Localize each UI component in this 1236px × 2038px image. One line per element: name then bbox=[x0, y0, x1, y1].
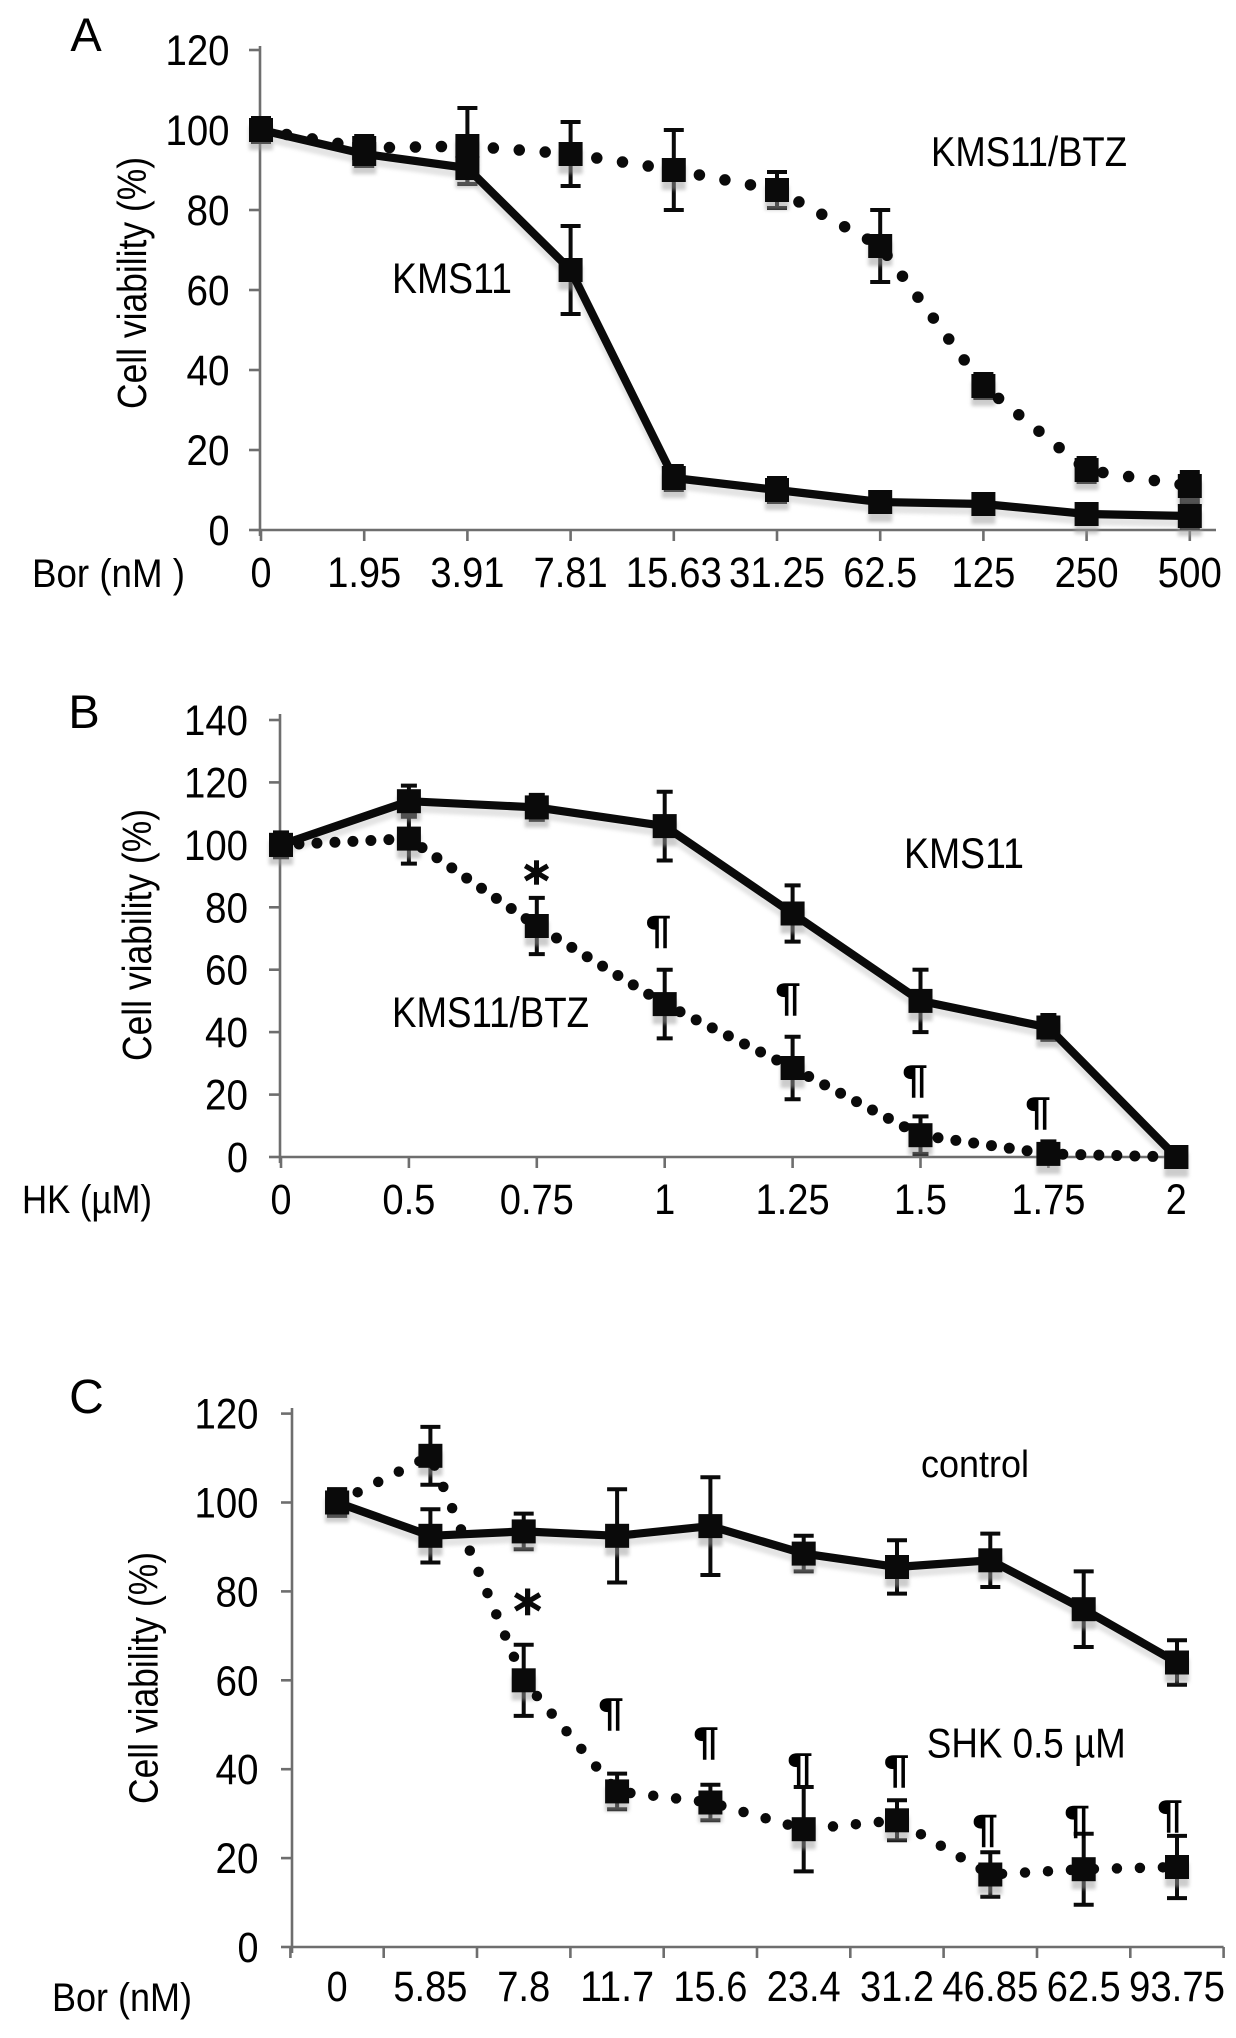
svg-text:15.6: 15.6 bbox=[673, 1963, 747, 2011]
svg-text:SHK 0.5 µM: SHK 0.5 µM bbox=[927, 1720, 1126, 1767]
svg-text:120: 120 bbox=[184, 759, 248, 807]
svg-text:¶: ¶ bbox=[598, 1691, 624, 1735]
svg-text:5.85: 5.85 bbox=[393, 1963, 467, 2011]
svg-text:62.5: 62.5 bbox=[843, 549, 917, 597]
svg-text:2: 2 bbox=[1166, 1176, 1187, 1224]
svg-text:31.2: 31.2 bbox=[860, 1963, 934, 2011]
svg-text:31.25: 31.25 bbox=[729, 549, 825, 597]
svg-text:¶: ¶ bbox=[693, 1720, 719, 1764]
svg-text:1.75: 1.75 bbox=[1011, 1176, 1085, 1224]
svg-text:23.4: 23.4 bbox=[767, 1963, 841, 2011]
svg-text:¶: ¶ bbox=[902, 1058, 928, 1102]
svg-text:100: 100 bbox=[166, 107, 230, 155]
svg-text:250: 250 bbox=[1055, 549, 1119, 597]
svg-text:7.81: 7.81 bbox=[534, 549, 608, 597]
svg-text:125: 125 bbox=[951, 549, 1015, 597]
svg-text:KMS11: KMS11 bbox=[904, 830, 1024, 878]
svg-text:100: 100 bbox=[184, 822, 248, 870]
svg-text:Bor (nM ): Bor (nM ) bbox=[32, 552, 185, 596]
svg-text:20: 20 bbox=[216, 1835, 259, 1883]
svg-text:0: 0 bbox=[251, 549, 272, 597]
svg-text:40: 40 bbox=[216, 1746, 259, 1794]
svg-text:62.5: 62.5 bbox=[1047, 1963, 1121, 2011]
svg-text:¶: ¶ bbox=[1064, 1798, 1090, 1842]
svg-text:HK (µM): HK (µM) bbox=[22, 1178, 152, 1222]
svg-text:C: C bbox=[69, 1371, 104, 1424]
svg-text:60: 60 bbox=[205, 947, 248, 995]
svg-text:93.75: 93.75 bbox=[1129, 1963, 1225, 2011]
svg-text:Cell viability (%): Cell viability (%) bbox=[114, 809, 160, 1061]
svg-text:500: 500 bbox=[1158, 549, 1222, 597]
svg-text:0: 0 bbox=[238, 1924, 259, 1972]
svg-text:¶: ¶ bbox=[645, 908, 671, 952]
svg-text:0: 0 bbox=[271, 1176, 292, 1224]
svg-text:100: 100 bbox=[195, 1480, 259, 1528]
svg-text:20: 20 bbox=[205, 1072, 248, 1120]
svg-text:1.25: 1.25 bbox=[756, 1176, 830, 1224]
svg-text:¶: ¶ bbox=[787, 1746, 813, 1790]
svg-text:KMS11: KMS11 bbox=[392, 255, 512, 303]
svg-text:60: 60 bbox=[187, 267, 230, 315]
svg-text:Bor (nM): Bor (nM) bbox=[52, 1976, 192, 2020]
svg-text:15.63: 15.63 bbox=[626, 549, 722, 597]
svg-text:¶: ¶ bbox=[972, 1807, 998, 1851]
svg-text:7.8: 7.8 bbox=[497, 1963, 550, 2011]
svg-text:¶: ¶ bbox=[884, 1748, 910, 1792]
svg-text:KMS11/BTZ: KMS11/BTZ bbox=[931, 128, 1127, 175]
svg-text:1.95: 1.95 bbox=[327, 549, 401, 597]
svg-text:0.75: 0.75 bbox=[500, 1176, 574, 1224]
svg-text:120: 120 bbox=[195, 1391, 259, 1439]
svg-text:KMS11/BTZ: KMS11/BTZ bbox=[392, 989, 589, 1037]
svg-text:0: 0 bbox=[227, 1134, 248, 1182]
svg-text:Cell viability (%): Cell viability (%) bbox=[121, 1552, 167, 1804]
svg-text:0.5: 0.5 bbox=[382, 1176, 435, 1224]
svg-text:80: 80 bbox=[216, 1568, 259, 1616]
svg-text:¶: ¶ bbox=[1025, 1090, 1051, 1134]
svg-text:40: 40 bbox=[205, 1009, 248, 1057]
svg-text:¶: ¶ bbox=[1157, 1793, 1183, 1837]
svg-text:40: 40 bbox=[187, 347, 230, 395]
svg-text:Cell viability (%): Cell viability (%) bbox=[109, 157, 155, 409]
svg-text:80: 80 bbox=[187, 187, 230, 235]
svg-text:0: 0 bbox=[327, 1963, 348, 2011]
svg-text:20: 20 bbox=[187, 427, 230, 475]
svg-text:1.5: 1.5 bbox=[894, 1176, 947, 1224]
svg-text:3.91: 3.91 bbox=[430, 549, 504, 597]
svg-text:A: A bbox=[70, 8, 102, 61]
svg-text:46.85: 46.85 bbox=[942, 1963, 1038, 2011]
svg-text:11.7: 11.7 bbox=[580, 1963, 654, 2011]
svg-text:0: 0 bbox=[209, 507, 230, 555]
svg-text:¶: ¶ bbox=[775, 976, 801, 1020]
svg-text:60: 60 bbox=[216, 1657, 259, 1705]
svg-text:B: B bbox=[68, 685, 99, 738]
svg-text:80: 80 bbox=[205, 884, 248, 932]
svg-text:1: 1 bbox=[654, 1176, 675, 1224]
svg-text:140: 140 bbox=[184, 697, 248, 745]
svg-text:120: 120 bbox=[166, 27, 230, 75]
svg-text:control: control bbox=[921, 1444, 1029, 1486]
